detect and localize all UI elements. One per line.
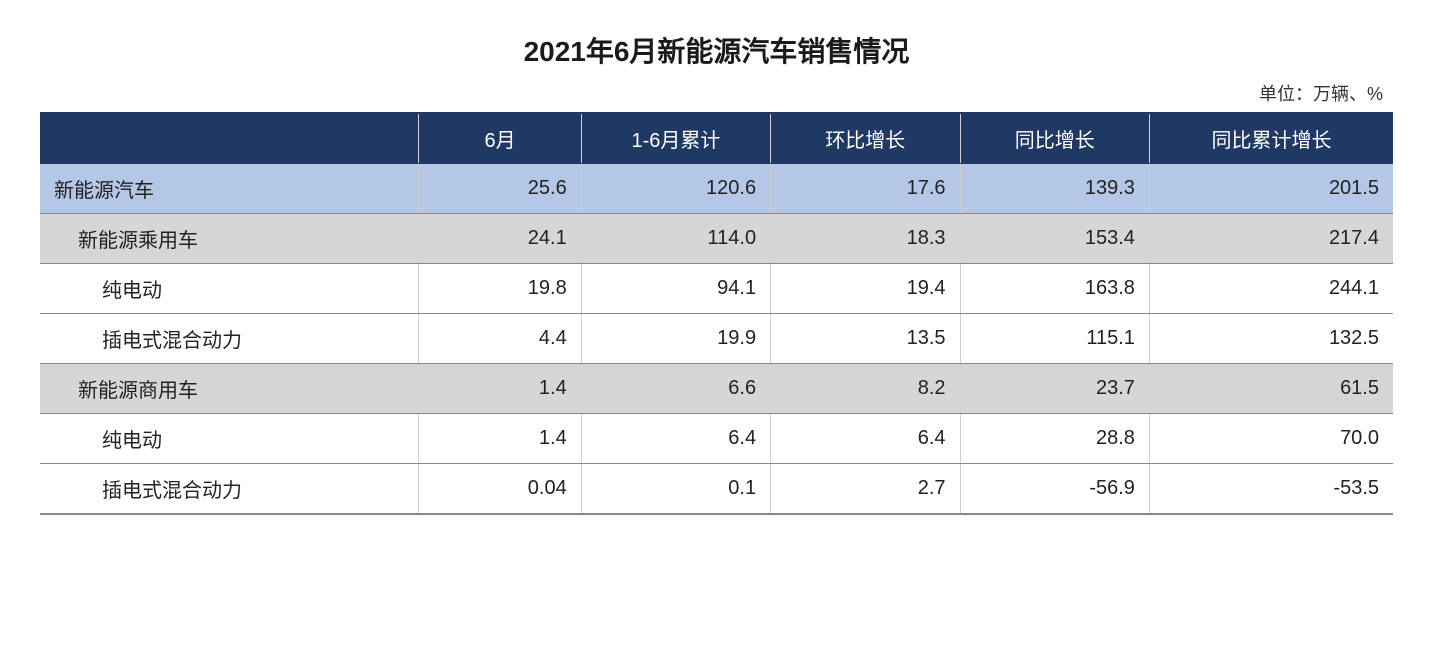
cell-value: 201.5	[1149, 164, 1393, 214]
cell-value: 244.1	[1149, 264, 1393, 314]
table-row: 新能源乘用车24.1114.018.3153.4217.4	[40, 214, 1393, 264]
row-label: 纯电动	[40, 264, 419, 314]
cell-value: 24.1	[419, 214, 581, 264]
cell-value: 163.8	[960, 264, 1149, 314]
cell-value: 120.6	[581, 164, 770, 214]
unit-label: 单位：万辆、%	[40, 80, 1393, 106]
table-row: 插电式混合动力4.419.913.5115.1132.5	[40, 314, 1393, 364]
row-label: 新能源乘用车	[40, 214, 419, 264]
page-title: 2021年6月新能源汽车销售情况	[40, 30, 1393, 70]
row-label: 新能源商用车	[40, 364, 419, 414]
row-label: 插电式混合动力	[40, 314, 419, 364]
cell-value: 0.04	[419, 464, 581, 515]
cell-value: 6.6	[581, 364, 770, 414]
cell-value: -56.9	[960, 464, 1149, 515]
cell-value: 17.6	[771, 164, 960, 214]
cell-value: 6.4	[581, 414, 770, 464]
cell-value: 2.7	[771, 464, 960, 515]
col-header: 6月	[419, 113, 581, 164]
cell-value: 19.4	[771, 264, 960, 314]
col-header: 1-6月累计	[581, 113, 770, 164]
cell-value: 18.3	[771, 214, 960, 264]
table-row: 插电式混合动力0.040.12.7-56.9-53.5	[40, 464, 1393, 515]
cell-value: 1.4	[419, 364, 581, 414]
cell-value: 114.0	[581, 214, 770, 264]
cell-value: 4.4	[419, 314, 581, 364]
cell-value: 0.1	[581, 464, 770, 515]
table-header-row: 6月 1-6月累计 环比增长 同比增长 同比累计增长	[40, 113, 1393, 164]
col-header: 同比增长	[960, 113, 1149, 164]
cell-value: 25.6	[419, 164, 581, 214]
cell-value: 19.9	[581, 314, 770, 364]
cell-value: 132.5	[1149, 314, 1393, 364]
cell-value: 94.1	[581, 264, 770, 314]
table-row: 纯电动1.46.46.428.870.0	[40, 414, 1393, 464]
cell-value: 28.8	[960, 414, 1149, 464]
cell-value: 6.4	[771, 414, 960, 464]
cell-value: 153.4	[960, 214, 1149, 264]
cell-value: 70.0	[1149, 414, 1393, 464]
cell-value: 217.4	[1149, 214, 1393, 264]
cell-value: 139.3	[960, 164, 1149, 214]
col-header: 环比增长	[771, 113, 960, 164]
table-row: 新能源汽车25.6120.617.6139.3201.5	[40, 164, 1393, 214]
cell-value: 19.8	[419, 264, 581, 314]
row-label: 插电式混合动力	[40, 464, 419, 515]
cell-value: 23.7	[960, 364, 1149, 414]
row-label: 纯电动	[40, 414, 419, 464]
table-row: 纯电动19.894.119.4163.8244.1	[40, 264, 1393, 314]
col-header: 同比累计增长	[1149, 113, 1393, 164]
cell-value: 1.4	[419, 414, 581, 464]
row-label: 新能源汽车	[40, 164, 419, 214]
cell-value: -53.5	[1149, 464, 1393, 515]
cell-value: 13.5	[771, 314, 960, 364]
cell-value: 115.1	[960, 314, 1149, 364]
cell-value: 61.5	[1149, 364, 1393, 414]
table-row: 新能源商用车1.46.68.223.761.5	[40, 364, 1393, 414]
cell-value: 8.2	[771, 364, 960, 414]
sales-table: 6月 1-6月累计 环比增长 同比增长 同比累计增长 新能源汽车25.6120.…	[40, 112, 1393, 515]
col-header	[40, 113, 419, 164]
